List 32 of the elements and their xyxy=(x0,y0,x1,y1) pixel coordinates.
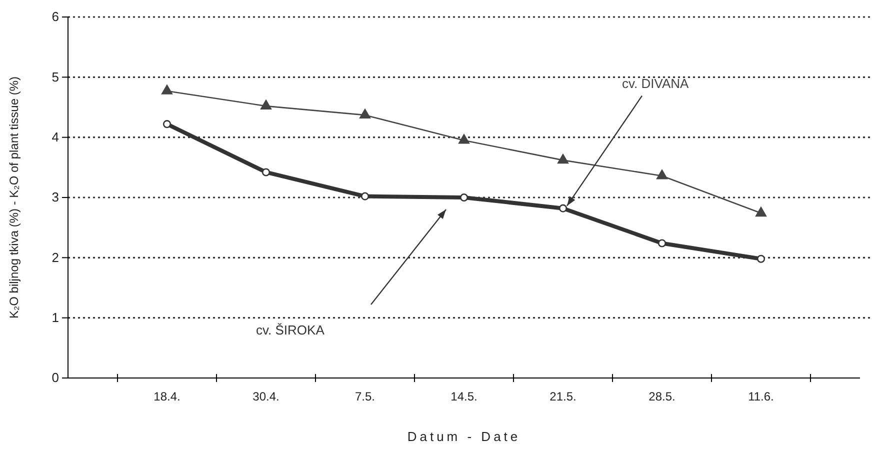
point xyxy=(460,193,468,202)
y-tick-label: 5 xyxy=(52,69,59,84)
text: cv. DIVANA xyxy=(622,76,690,91)
x-tick-label: 30.4. xyxy=(252,390,280,404)
point xyxy=(756,206,766,217)
x-axis-title: Datum - Date xyxy=(407,429,521,444)
point xyxy=(162,84,172,94)
y-tick-label: 0 xyxy=(52,370,59,386)
point xyxy=(656,170,668,180)
y-tick-label: 3 xyxy=(52,190,59,205)
y-axis-title: K₂O biljnog tkiva (%) - K₂O of plant tissue (%) xyxy=(7,76,21,319)
point xyxy=(360,192,370,200)
point xyxy=(162,120,172,128)
point xyxy=(260,100,272,110)
point xyxy=(360,108,370,118)
y-tick-label: 2 xyxy=(52,250,59,265)
y-tick-label: 6 xyxy=(52,9,59,24)
x-tick-label: 7.5. xyxy=(354,390,376,404)
point xyxy=(558,154,568,164)
x-tick-label: 28.5. xyxy=(648,390,676,404)
point xyxy=(658,239,666,248)
point xyxy=(262,168,270,176)
x-tick-label: 18.4. xyxy=(154,390,180,404)
x-tick-label: 14.5. xyxy=(450,390,478,404)
x-tick-label: 21.5. xyxy=(550,390,576,404)
point xyxy=(558,204,568,212)
y-tick-label: 1 xyxy=(52,310,59,325)
text: cv. ŠIROKA xyxy=(256,322,325,338)
point xyxy=(756,254,766,263)
y-tick-label: 4 xyxy=(52,129,59,144)
x-tick-label: 11.6. xyxy=(748,390,774,404)
point xyxy=(458,134,470,144)
